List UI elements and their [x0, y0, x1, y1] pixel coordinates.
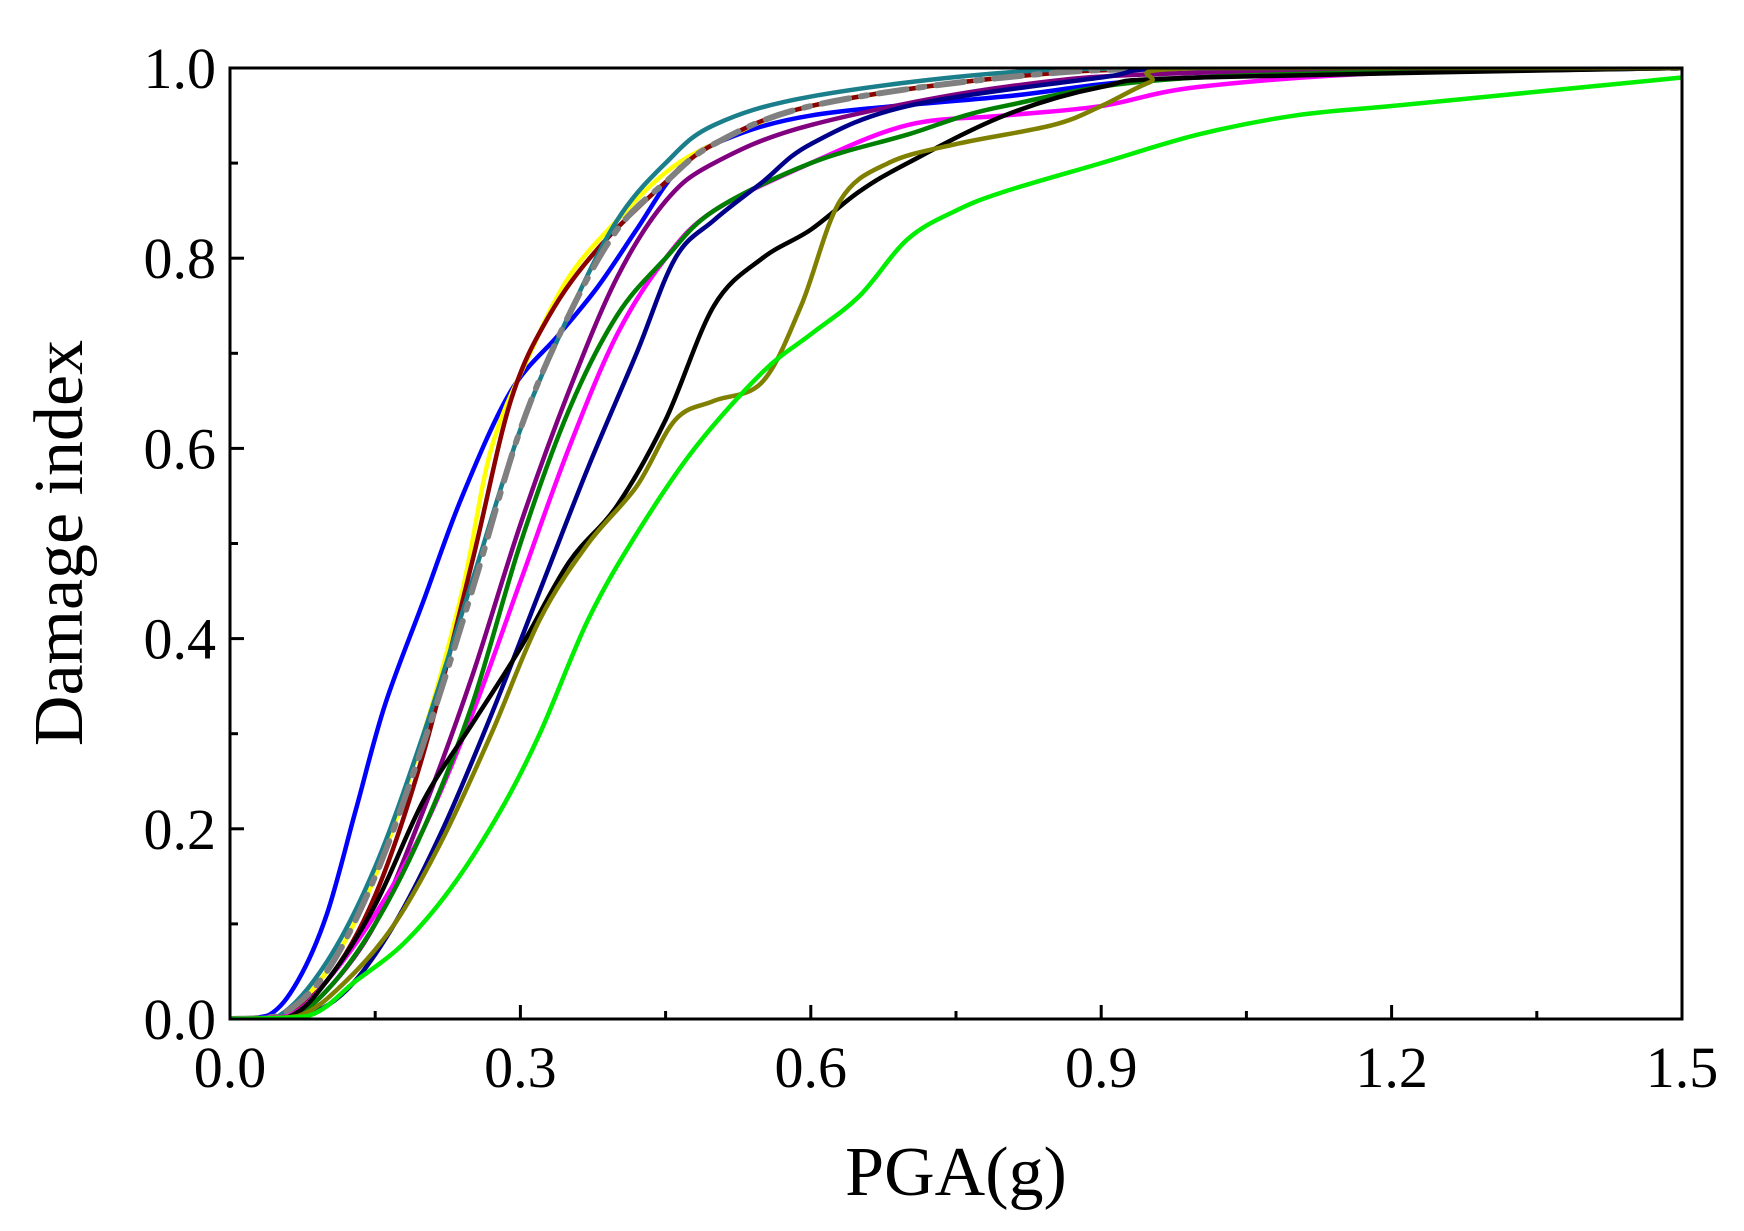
series-layer — [230, 68, 1682, 1019]
y-tick-label: 1.0 — [144, 36, 217, 101]
x-tick-label: 1.2 — [1355, 1035, 1428, 1100]
series-line-olive — [230, 68, 1682, 1019]
y-tick-label: 0.4 — [144, 607, 217, 672]
x-tick-label: 1.5 — [1646, 1035, 1719, 1100]
y-tick-label: 0.2 — [144, 797, 217, 862]
x-tick-label: 0.6 — [775, 1035, 848, 1100]
x-tick-label: 0.0 — [194, 1035, 267, 1100]
x-tick-label: 0.3 — [484, 1035, 557, 1100]
x-axis-title: PGA(g) — [845, 1134, 1067, 1211]
y-tick-label: 0.0 — [144, 987, 217, 1052]
series-line-blue — [230, 68, 1682, 1019]
series-line-lime — [230, 75, 1682, 1019]
tick-label-layer: 0.0 0.3 0.6 0.9 1.2 1.5 0.0 0.2 0.4 0.6 0.8 1.0 — [144, 36, 1719, 1100]
y-tick-label: 0.6 — [144, 416, 217, 481]
series-line-black — [230, 68, 1682, 1019]
y-tick-label: 0.8 — [144, 226, 217, 291]
x-tick-label: 0.9 — [1065, 1035, 1138, 1100]
tick-layer — [228, 66, 1684, 1021]
y-axis-title: Damage index — [21, 340, 98, 746]
series-line-gray-dashdot — [230, 68, 1682, 1019]
